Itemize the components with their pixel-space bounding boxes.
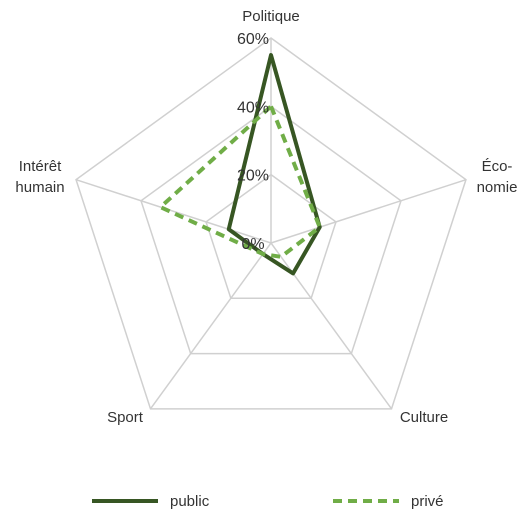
axis-label: Éco-nomie	[477, 158, 518, 196]
axis-label: Culture	[400, 409, 448, 426]
radar-spoke	[270, 242, 393, 410]
legend-label-privé: privé	[411, 493, 444, 510]
chart-legend: public privé	[92, 493, 444, 510]
tick-label: 60%	[237, 31, 269, 48]
legend-label-public: public	[170, 493, 210, 510]
tick-label: 0%	[241, 236, 264, 253]
radar-spoke	[270, 178, 467, 244]
radar-tick-labels: 0% 20% 40% 60%	[237, 31, 269, 253]
tick-label: 40%	[237, 99, 269, 116]
radar-axis-labels: Politique Éco-nomie Culture Sport Intérêt hum…	[15, 8, 517, 426]
axis-label: Politique	[242, 8, 300, 25]
grid-ring	[140, 105, 402, 355]
radar-grid	[75, 37, 467, 410]
radar-spoke	[149, 242, 272, 410]
grid-ring	[75, 37, 467, 410]
grid-ring	[205, 173, 337, 300]
radar-series	[158, 53, 322, 276]
axis-label: Sport	[107, 409, 144, 426]
tick-label: 20%	[237, 168, 269, 185]
radar-spoke	[75, 178, 272, 244]
series-line-public	[226, 53, 322, 276]
axis-label: Intérêt humain	[15, 158, 64, 196]
series-line-privé	[158, 104, 322, 259]
